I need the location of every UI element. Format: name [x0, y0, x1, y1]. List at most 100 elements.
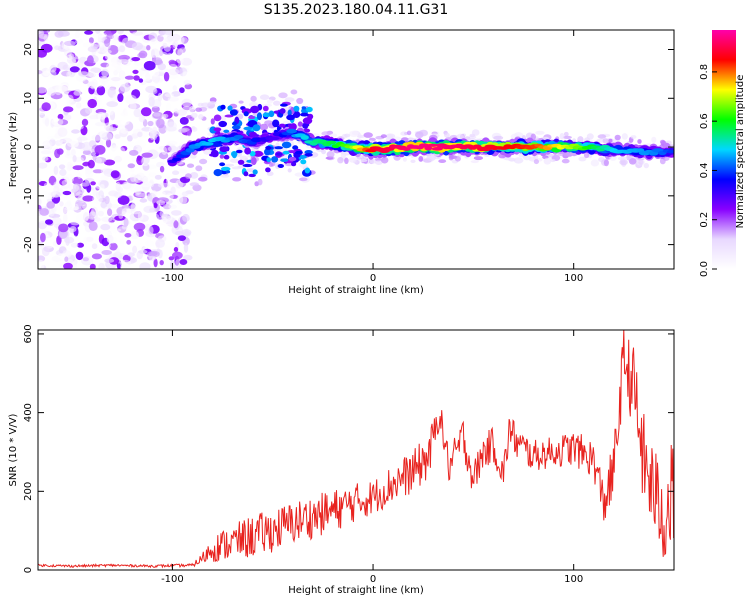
transition-blob: [306, 106, 313, 113]
transition-blob: [293, 105, 300, 112]
halo-blob: [195, 165, 203, 172]
transition-blob: [227, 105, 233, 111]
noise-blob: [101, 250, 112, 255]
noise-blob: [87, 211, 98, 220]
transition-blob: [292, 145, 299, 150]
noise-blob: [57, 54, 68, 62]
noise-blob: [167, 96, 179, 102]
noise-blob: [38, 259, 45, 269]
spectrogram-y-axis-label: Frequency (Hz): [8, 112, 19, 188]
snr-frame: [37, 329, 675, 571]
noise-blob: [140, 182, 153, 188]
halo-blob: [198, 114, 204, 120]
transition-blob: [275, 152, 283, 156]
noise-blob: [174, 30, 180, 33]
noise-blob: [143, 205, 155, 213]
transition-blob: [271, 156, 279, 163]
noise-blob: [104, 258, 115, 263]
noise-blob: [64, 173, 74, 184]
noise-blob: [87, 159, 95, 169]
noise-blob: [168, 59, 176, 65]
noise-blob: [95, 30, 101, 34]
transition-blob: [278, 123, 286, 128]
noise-blob: [53, 165, 59, 175]
noise-blob: [179, 259, 188, 265]
noise-blob: [38, 198, 42, 205]
noise-blob: [131, 42, 143, 51]
noise-blob: [137, 211, 144, 221]
noise-blob: [63, 262, 73, 269]
noise-blob: [99, 77, 109, 84]
noise-blob: [133, 222, 146, 231]
noise-blob: [167, 52, 172, 60]
halo-blob: [363, 132, 373, 138]
transition-blob: [243, 126, 253, 131]
noise-blob: [138, 114, 146, 123]
x-tick-label: 100: [564, 273, 583, 284]
noise-blob: [98, 262, 105, 269]
noise-blob: [167, 145, 178, 152]
noise-blob: [167, 140, 178, 146]
halo-blob: [273, 100, 281, 106]
y-tick-label: 600: [23, 324, 34, 343]
halo-blob: [410, 159, 416, 163]
snr-ticks: -100 0 100 0 200 400 600: [23, 324, 674, 585]
noise-blob: [109, 242, 118, 251]
halo-blob: [297, 140, 303, 144]
halo-blob: [617, 156, 628, 161]
noise-blob: [78, 71, 89, 76]
halo-blob: [266, 171, 274, 176]
halo-blob: [543, 157, 552, 165]
transition-blob: [300, 159, 307, 165]
noise-blob: [141, 152, 153, 158]
noise-blob: [165, 262, 171, 269]
transition-blob: [213, 127, 222, 132]
noise-blob: [117, 58, 130, 64]
y-tick-label: -20: [23, 236, 34, 252]
noise-blob: [154, 174, 162, 180]
noise-blob: [42, 156, 49, 161]
halo-blob: [326, 151, 335, 158]
noise-blob: [173, 247, 179, 252]
noise-blob: [182, 213, 190, 222]
transition-blob: [297, 121, 303, 127]
ridge-segment: [176, 154, 187, 158]
transition-blob: [219, 162, 226, 167]
noise-blob: [73, 80, 82, 90]
transition-blob: [300, 112, 309, 117]
halo-blob: [220, 174, 230, 178]
noise-blob: [45, 234, 51, 241]
halo-blob: [602, 138, 609, 144]
transition-blob: [280, 158, 289, 162]
colorbar-ticks: 0.0 0.2 0.4 0.6 0.8: [699, 64, 717, 277]
noise-blob: [137, 131, 143, 138]
halo-blob: [621, 133, 628, 140]
noise-blob: [161, 113, 166, 120]
halo-blob: [337, 157, 344, 164]
noise-blob: [83, 236, 88, 245]
noise-blob: [64, 256, 69, 263]
transition-blob: [231, 125, 241, 130]
ridge-segment: [300, 135, 309, 140]
halo-blob: [340, 151, 347, 158]
noise-blob: [150, 38, 157, 45]
noise-blob: [38, 49, 47, 58]
noise-blob: [169, 63, 178, 69]
halo-blob: [186, 163, 195, 168]
noise-blob: [140, 107, 152, 117]
noise-blob: [66, 71, 72, 78]
noise-blob: [161, 146, 168, 155]
noise-blob: [104, 38, 110, 48]
halo-blob: [562, 135, 572, 139]
noise-blob: [38, 162, 48, 169]
halo-blob: [375, 160, 383, 166]
noise-blob: [94, 122, 107, 127]
halo-blob: [550, 158, 556, 163]
noise-blob: [148, 226, 154, 235]
halo-blob: [628, 158, 637, 165]
halo-blob: [349, 130, 359, 137]
noise-blob: [64, 40, 76, 47]
noise-blob: [163, 71, 170, 82]
halo-blob: [473, 156, 483, 161]
noise-blob: [85, 107, 93, 114]
